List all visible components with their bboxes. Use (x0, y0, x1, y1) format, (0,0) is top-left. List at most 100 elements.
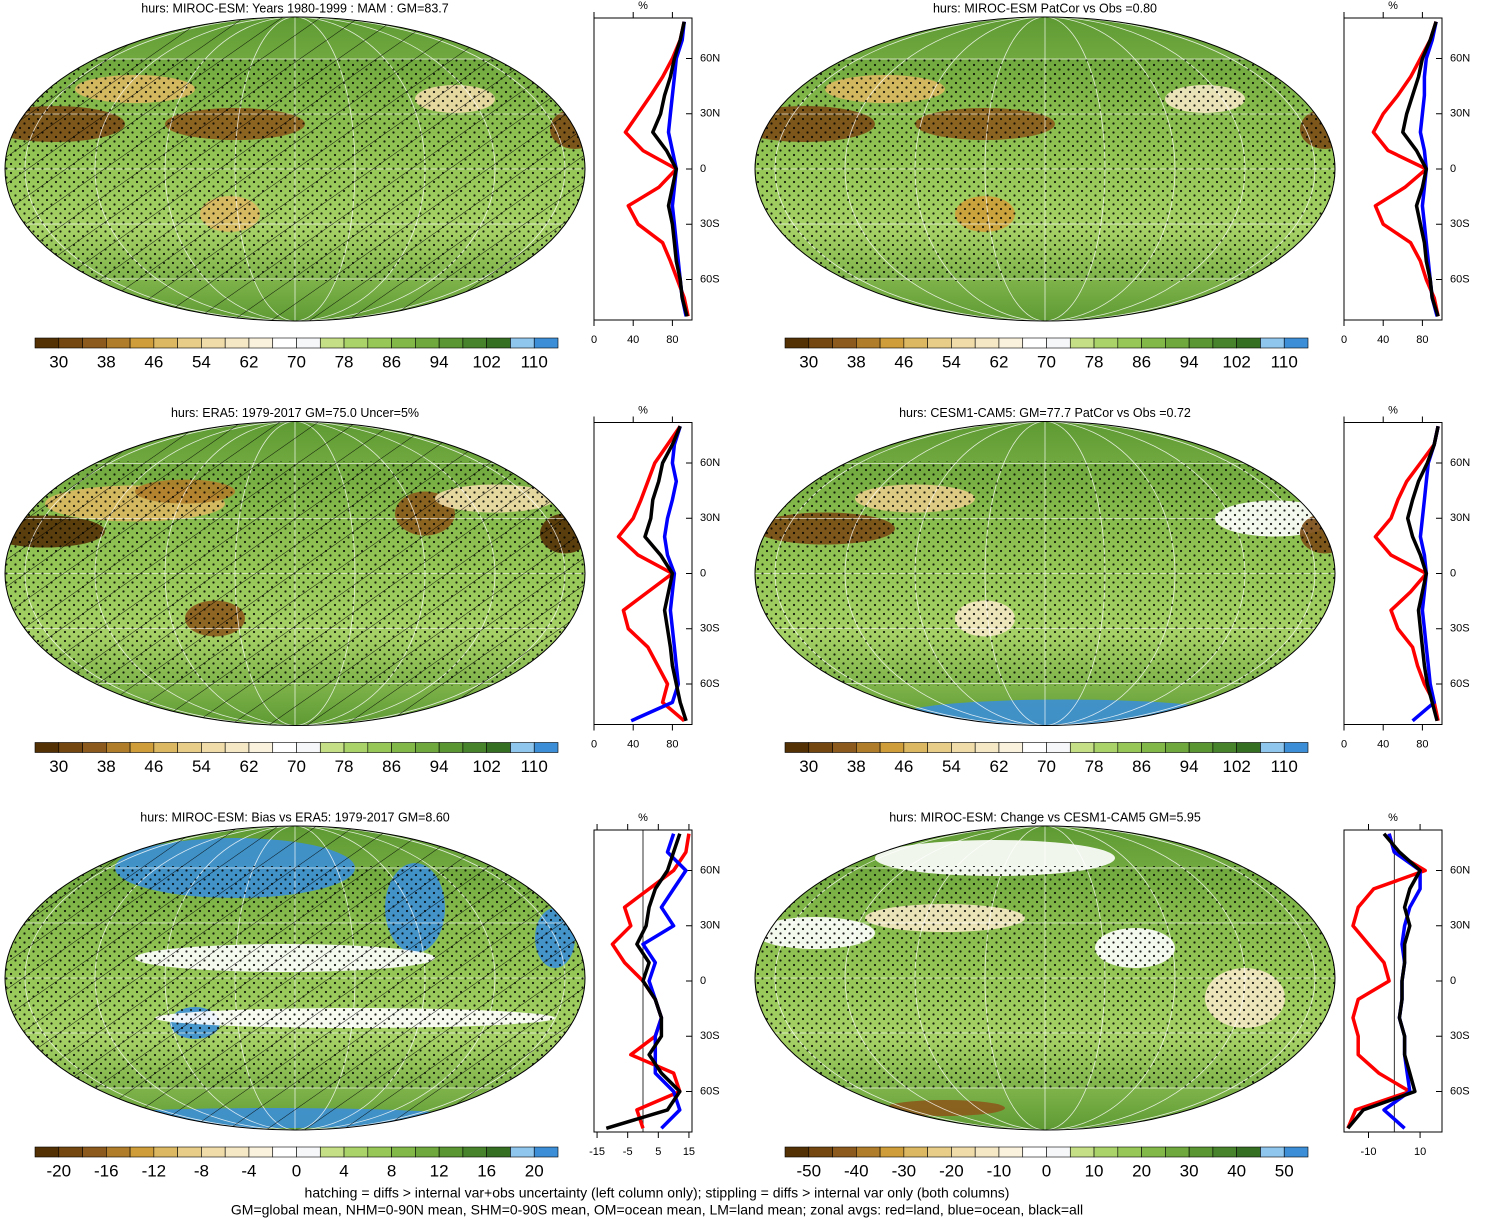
zonal-unit: % (638, 0, 648, 12)
panel-title: hurs: MIROC-ESM: Bias vs ERA5: 1979-2017… (140, 810, 450, 824)
colorbar-box (1117, 1146, 1142, 1158)
colorbar-box (903, 337, 928, 349)
y-tick-label: 60S (700, 273, 720, 285)
map (755, 826, 1335, 1130)
colorbar-box (1022, 742, 1047, 753)
map-outline (754, 16, 1336, 322)
colorbar-box (177, 337, 202, 349)
colorbar-box (391, 742, 416, 753)
y-tick-label: 30N (1450, 920, 1470, 932)
colorbar-label: 86 (1132, 352, 1151, 371)
colorbar-label: -20 (939, 1161, 964, 1180)
y-tick-label: 60S (1450, 273, 1470, 285)
y-tick-label: 30S (700, 623, 720, 635)
x-tick-label: 40 (627, 738, 639, 750)
colorbar-label: -50 (796, 1161, 821, 1180)
colorbar-box (177, 1146, 202, 1158)
colorbar-box (34, 1146, 60, 1158)
y-tick-label: 30N (1450, 108, 1470, 120)
map (5, 826, 585, 1130)
colorbar-label: -20 (46, 1161, 71, 1180)
colorbar-box (927, 1146, 952, 1158)
colorbar-box (974, 742, 1000, 753)
x-tick-label: 80 (666, 334, 678, 346)
zonal-line (641, 833, 688, 1130)
colorbar-box (974, 1146, 1000, 1158)
colorbar-label: 46 (144, 352, 163, 371)
colorbar-label: 30 (799, 757, 818, 776)
colorbar-label: -12 (142, 1161, 167, 1180)
colorbar-label: 40 (1227, 1161, 1246, 1180)
colorbar-box (486, 337, 511, 349)
x-tick-label: 40 (1377, 334, 1389, 346)
colorbar-label: 54 (192, 757, 211, 776)
colorbar-box (343, 337, 369, 349)
colorbar-box (201, 742, 226, 753)
x-tick-label: 0 (591, 334, 597, 346)
colorbar-label: 94 (430, 352, 449, 371)
colorbar-box (1165, 1146, 1190, 1158)
colorbar-box (82, 337, 107, 349)
y-tick-label: 30S (1450, 623, 1470, 635)
colorbar-box (784, 337, 810, 349)
colorbar-box (415, 742, 440, 753)
colorbar-box (296, 337, 321, 349)
colorbar-box (438, 1146, 464, 1158)
colorbar-label: 102 (1222, 757, 1250, 776)
map (5, 421, 585, 726)
colorbar-box (533, 1146, 559, 1158)
colorbar-box (856, 1146, 881, 1158)
colorbar-box (415, 337, 440, 349)
panel: hurs: MIROC-ESM: Years 1980-1999 : MAM :… (4, 0, 720, 371)
colorbar-box (248, 1146, 274, 1158)
colorbar-label: 30 (1180, 1161, 1199, 1180)
colorbar-box (1260, 742, 1285, 753)
colorbar-label: 86 (382, 352, 401, 371)
y-tick-label: 60N (1450, 864, 1470, 876)
colorbar-box (129, 1146, 155, 1158)
y-tick-label: 0 (1450, 163, 1456, 175)
colorbar-label: 46 (894, 757, 913, 776)
colorbar-box (832, 742, 857, 753)
zonal-line (1405, 425, 1440, 722)
colorbar-label: 30 (49, 352, 68, 371)
colorbar-label: 102 (1222, 352, 1250, 371)
colorbar-box (1188, 742, 1214, 753)
colorbar-box (1093, 337, 1119, 349)
colorbar-box (1069, 742, 1095, 753)
colorbar-box (784, 1146, 810, 1158)
y-tick-label: 60N (700, 864, 720, 876)
map-stippling (755, 461, 1335, 686)
x-tick-label: 0 (1341, 738, 1347, 750)
colorbar-box (1212, 337, 1237, 349)
panel-title: hurs: MIROC-ESM PatCor vs Obs =0.80 (933, 1, 1157, 15)
colorbar-box (784, 742, 810, 753)
colorbar-box (319, 337, 345, 349)
colorbar-box (462, 742, 487, 753)
y-tick-label: 0 (1450, 975, 1456, 987)
colorbar-box (1165, 337, 1190, 349)
colorbar-box (832, 337, 857, 349)
colorbar-box (224, 742, 250, 753)
colorbar-box (927, 742, 952, 753)
colorbar-box (462, 337, 487, 349)
colorbar-label: 94 (1180, 352, 1199, 371)
colorbar-label: 54 (192, 352, 211, 371)
y-tick-label: 60N (700, 52, 720, 64)
colorbar-label: 38 (847, 757, 866, 776)
map-outline (4, 825, 586, 1131)
colorbar-box (998, 337, 1024, 349)
colorbar-label: 70 (287, 352, 306, 371)
footer-line: hatching = diffs > internal var+obs unce… (305, 1185, 1010, 1201)
colorbar-box (272, 1146, 297, 1158)
footer-line: GM=global mean, NHM=0-90N mean, SHM=0-90… (231, 1202, 1083, 1218)
colorbar-box (1236, 337, 1261, 349)
zonal-unit: % (1388, 0, 1398, 12)
colorbar-box (34, 742, 60, 753)
colorbar-box (224, 1146, 250, 1158)
zonal-line (1401, 21, 1440, 317)
colorbar-box (177, 742, 202, 753)
colorbar-label: 110 (1271, 352, 1298, 371)
x-tick-label: -5 (623, 1146, 633, 1158)
colorbar-box (1022, 337, 1047, 349)
